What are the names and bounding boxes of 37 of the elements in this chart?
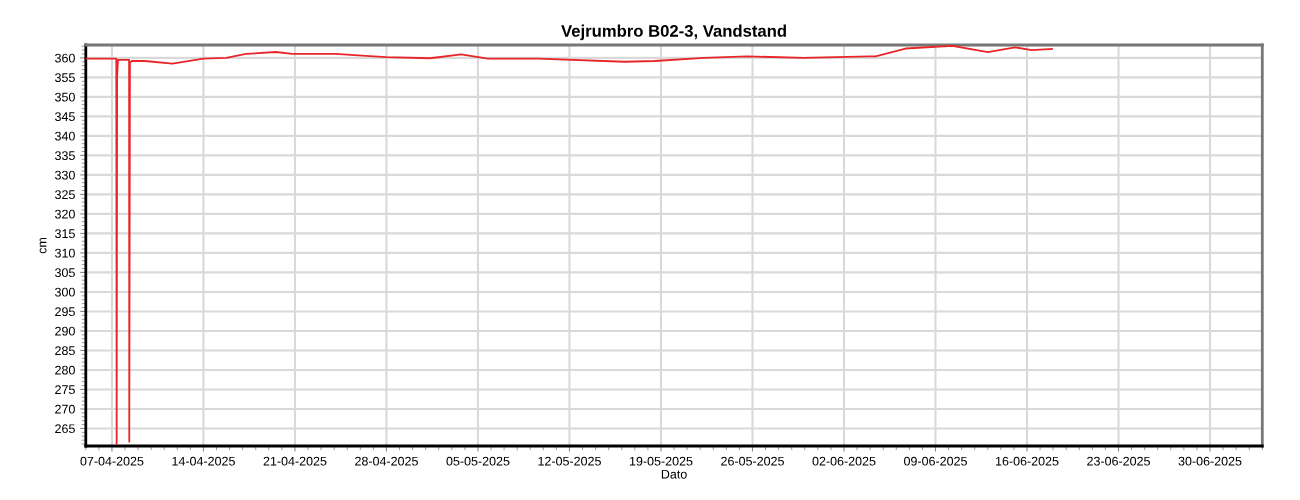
- y-tick-label: 265: [55, 424, 75, 434]
- y-tick-label: 325: [55, 190, 75, 200]
- x-tick-label: 05-05-2025: [446, 456, 510, 466]
- y-tick-label: 270: [55, 404, 75, 414]
- y-tick-label: 310: [55, 248, 75, 258]
- y-tick-label: 340: [55, 131, 75, 141]
- y-tick-label: 285: [55, 346, 75, 356]
- x-tick-label: 30-06-2025: [1178, 456, 1242, 466]
- x-tick-label: 09-06-2025: [904, 456, 967, 466]
- y-tick-label: 320: [55, 209, 75, 219]
- y-tick-label: 300: [55, 287, 75, 297]
- y-tick-label: 315: [55, 229, 75, 239]
- y-tick-label: 280: [55, 365, 75, 375]
- x-tick-label: 16-06-2025: [995, 456, 1059, 466]
- x-tick-label: 14-04-2025: [172, 456, 235, 466]
- line-series: [85, 45, 1053, 445]
- x-tick-label: 19-05-2025: [629, 456, 693, 466]
- y-tick-label: 335: [55, 151, 75, 161]
- x-tick-label: 23-06-2025: [1087, 456, 1150, 466]
- y-tick-label: 345: [55, 112, 75, 122]
- y-tick-label: 350: [55, 92, 75, 102]
- y-axis-title: cm: [39, 237, 47, 254]
- y-tick-label: 355: [55, 73, 75, 83]
- x-tick-label: 12-05-2025: [538, 456, 601, 466]
- y-tick-label: 330: [55, 170, 75, 180]
- chart-title: Vejrumbro B02-3, Vandstand: [561, 24, 786, 41]
- y-tick-label: 305: [55, 268, 75, 278]
- x-axis-title: Dato: [661, 469, 687, 479]
- y-tick-label: 295: [55, 307, 75, 317]
- x-tick-label: 07-04-2025: [80, 456, 144, 466]
- x-tick-label: 21-04-2025: [263, 456, 327, 466]
- x-tick-label: 28-04-2025: [355, 456, 418, 466]
- y-tick-label: 275: [55, 385, 75, 395]
- x-tick-label: 26-05-2025: [721, 456, 784, 466]
- y-tick-label: 360: [55, 53, 75, 63]
- x-tick-label: 02-06-2025: [812, 456, 876, 466]
- y-tick-label: 290: [55, 326, 75, 336]
